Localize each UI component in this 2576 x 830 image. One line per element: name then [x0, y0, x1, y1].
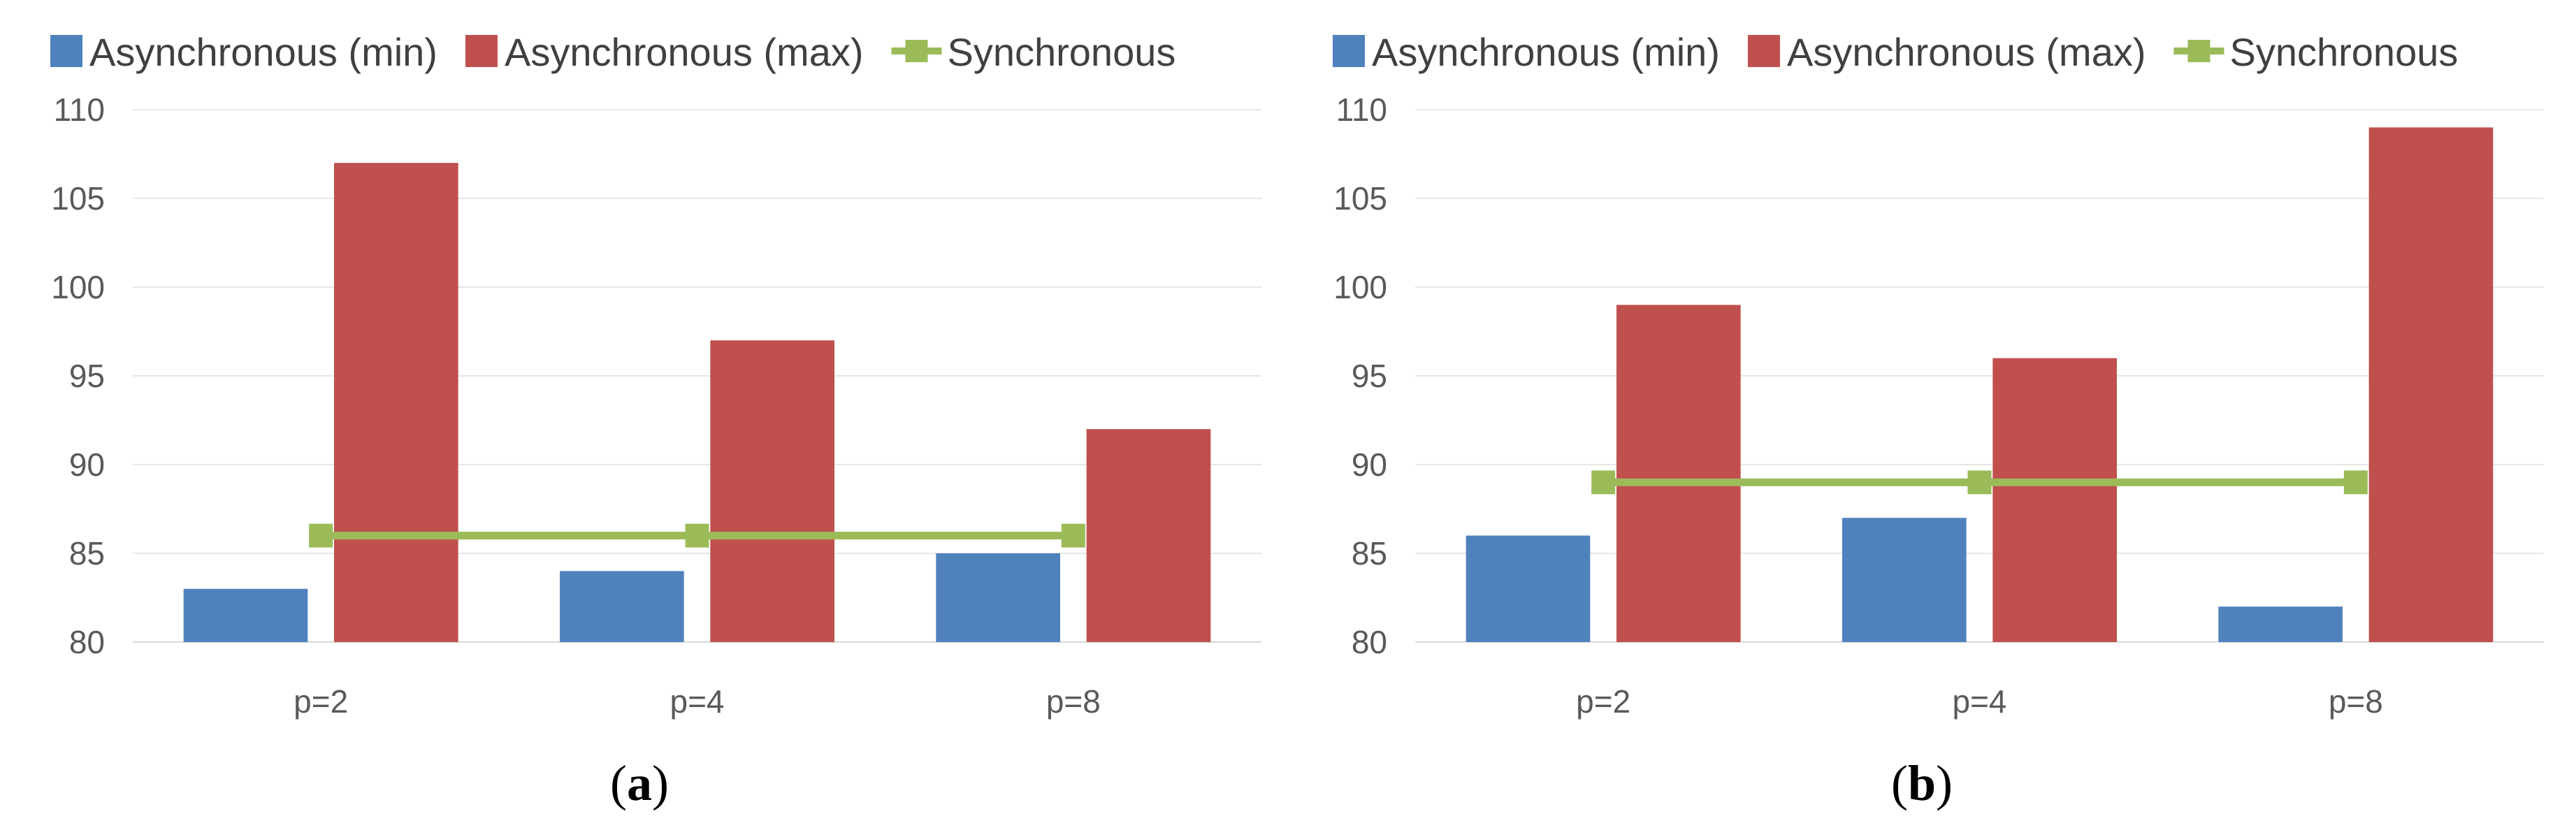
- legend: Asynchronous (min) Asynchronous (max) Sync…: [1333, 30, 2458, 74]
- line-marker: [2343, 470, 2368, 495]
- bar-asynchronous-max: [2368, 127, 2494, 642]
- x-tick-label: p=8: [1046, 683, 1101, 720]
- legend-label: Asynchronous (max): [505, 30, 864, 74]
- y-tick-label: 100: [51, 269, 105, 305]
- legend-label: Asynchronous (max): [1787, 30, 2146, 74]
- bar-asynchronous-min: [2218, 606, 2343, 642]
- y-tick-label: 80: [69, 624, 105, 660]
- bar-asynchronous-min: [560, 571, 684, 642]
- bar-asynchronous-min: [1466, 535, 1591, 642]
- legend-label: Synchronous: [947, 30, 1175, 74]
- line-marker: [1591, 470, 1616, 495]
- y-tick-label: 85: [69, 535, 105, 571]
- chart-panel-b: 80 85 90 95 100 105 110 p=2 p=4 p=8 Asynchronous (…: [1333, 30, 2544, 811]
- y-tick-label: 90: [69, 446, 105, 483]
- y-tick-label: 85: [1352, 535, 1387, 571]
- legend-label: Synchronous: [2229, 30, 2458, 74]
- y-tick-label: 80: [1352, 624, 1387, 660]
- bar-asynchronous-max: [1086, 429, 1211, 642]
- bar-asynchronous-max: [710, 340, 834, 642]
- legend-label: Asynchronous (min): [1372, 30, 1720, 74]
- y-tick-label: 90: [1352, 446, 1387, 483]
- bar-asynchronous-max: [1992, 358, 2117, 642]
- y-tick-label: 95: [69, 358, 105, 394]
- legend-swatch: [50, 35, 82, 67]
- x-tick-label: p=4: [670, 683, 724, 720]
- line-marker: [1967, 470, 1992, 495]
- y-tick-label: 110: [54, 92, 105, 128]
- legend-swatch-marker: [905, 40, 928, 62]
- legend-swatch: [1333, 35, 1365, 67]
- line-marker: [309, 523, 333, 548]
- panel-caption: (a): [610, 755, 669, 811]
- bar-asynchronous-min: [183, 588, 308, 642]
- bar-asynchronous-min: [936, 553, 1060, 642]
- legend-swatch-marker: [2187, 40, 2210, 62]
- x-tick-label: p=8: [2329, 683, 2383, 720]
- legend-swatch: [465, 35, 498, 67]
- y-tick-label: 95: [1352, 358, 1387, 394]
- bar-asynchronous-min: [1842, 518, 1967, 642]
- panel-caption: (b): [1891, 755, 1953, 811]
- y-tick-label: 110: [1336, 92, 1387, 128]
- bar-asynchronous-max: [334, 163, 458, 642]
- panel-label: a: [627, 755, 652, 811]
- line-marker: [1061, 523, 1085, 548]
- panel-label: b: [1908, 755, 1936, 811]
- y-tick-label: 105: [51, 180, 105, 217]
- legend-label: Asynchronous (min): [89, 30, 437, 74]
- x-tick-label: p=2: [294, 683, 348, 720]
- legend-swatch: [1747, 35, 1780, 67]
- x-tick-label: p=4: [1952, 683, 2006, 720]
- bar-asynchronous-max: [1616, 305, 1741, 642]
- x-tick-label: p=2: [1576, 683, 1630, 720]
- legend: Asynchronous (min) Asynchronous (max) Sync…: [50, 30, 1175, 74]
- y-tick-label: 100: [1333, 269, 1387, 305]
- line-marker: [685, 523, 709, 548]
- chart-panel-a: 80 85 90 95 100 105 110 p=2 p=4 p=8 Asynchronous (…: [50, 30, 1261, 811]
- y-tick-label: 105: [1333, 180, 1387, 217]
